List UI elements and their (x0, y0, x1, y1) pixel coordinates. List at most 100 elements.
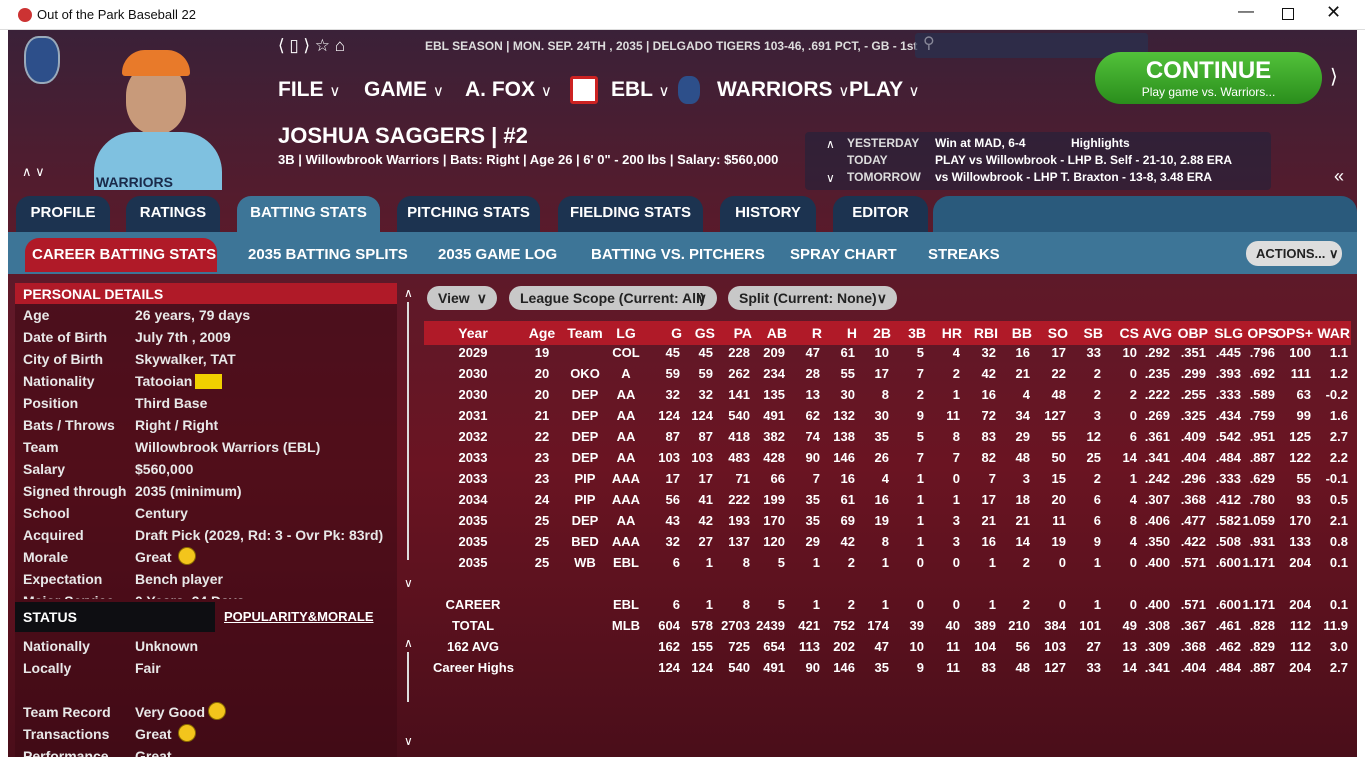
collapse[interactable]: « (1334, 166, 1345, 186)
maximize[interactable] (1282, 8, 1294, 20)
table-cell: 9 (916, 660, 924, 675)
table-cell: 2.2 (1329, 450, 1348, 465)
table-cell: 204 (1289, 660, 1311, 675)
table-cell: 8 (1129, 513, 1137, 528)
table-cell: 428 (763, 450, 785, 465)
table-cell: .508 (1215, 534, 1241, 549)
table-cell: DEP (571, 450, 599, 465)
column-header: GS (694, 325, 715, 341)
table-cell: 49 (1122, 618, 1137, 633)
table-cell: 1 (812, 555, 820, 570)
schedule-link[interactable]: Highlights (1071, 136, 1130, 150)
table-cell: 21 (1015, 366, 1030, 381)
table-cell: .333 (1215, 471, 1241, 486)
subtab[interactable]: 2035 GAME LOG (438, 246, 558, 263)
table-cell: 2033 (458, 471, 488, 486)
detail-value: Bench player (135, 571, 223, 587)
menu-item[interactable]: GAME ∨ (364, 78, 444, 101)
subtab[interactable]: SPRAY CHART (790, 246, 897, 263)
table-cell: 2032 (458, 429, 488, 444)
jersey-text: WARRIORS (96, 174, 173, 190)
table-cell: 35 (874, 429, 889, 444)
status-label: Nationally (23, 638, 90, 654)
player-nav[interactable]: ∧ ∨ (22, 164, 45, 179)
table-cell: 59 (698, 366, 713, 381)
table-cell: 16 (874, 492, 889, 507)
league-logo[interactable] (570, 76, 598, 104)
table-cell: 1 (952, 492, 960, 507)
table-cell: 55 (1051, 429, 1066, 444)
table-cell: 6 (1093, 492, 1101, 507)
table-cell: .951 (1249, 429, 1275, 444)
player-info: 3B | Willowbrook Warriors | Bats: Right … (278, 152, 779, 167)
nav-icons[interactable]: ⟨ ▯ ⟩ ☆ ⌂ (278, 36, 346, 55)
table-cell: DEP (571, 429, 599, 444)
tab[interactable]: FIELDING STATS (558, 196, 703, 232)
table-cell: .341 (1144, 660, 1170, 675)
table-cell: 483 (728, 450, 750, 465)
table-cell: .780 (1249, 492, 1275, 507)
subtab[interactable]: BATTING VS. PITCHERS (591, 246, 765, 263)
season-info: EBL SEASON | MON. SEP. 24TH , 2035 | DEL… (425, 39, 918, 53)
status-value: Great (135, 726, 172, 742)
menu-item[interactable]: PLAY ∨ (849, 78, 920, 101)
scrollbar[interactable]: ∧ ∨ (404, 286, 413, 590)
detail-label: Position (23, 395, 79, 411)
day-arrows[interactable]: ∧ ∨ (826, 137, 835, 185)
popularity-link[interactable]: POPULARITY&MORALE (224, 609, 374, 624)
menu-item[interactable]: EBL ∨ (611, 78, 670, 101)
tab[interactable]: RATINGS (126, 196, 220, 232)
tab-strip (933, 196, 1357, 232)
table-cell: 8 (742, 555, 750, 570)
table-cell: 141 (728, 387, 750, 402)
tab[interactable]: PROFILE (16, 196, 110, 232)
table-cell: 8 (742, 597, 750, 612)
tab[interactable]: PITCHING STATS (397, 196, 540, 232)
tab[interactable]: BATTING STATS (237, 196, 380, 232)
menu-item[interactable]: A. FOX ∨ (465, 78, 552, 101)
table-cell: .571 (1180, 555, 1206, 570)
close[interactable]: ✕ (1326, 2, 1342, 22)
filter-dropdown[interactable]: View ∨ (427, 286, 497, 310)
table-cell: .887 (1249, 660, 1275, 675)
table-cell: 35 (874, 660, 889, 675)
minimize[interactable]: — (1238, 3, 1254, 20)
table-cell: 1 (1093, 597, 1101, 612)
table-cell: 48 (1015, 660, 1030, 675)
detail-label: Signed through (23, 483, 127, 499)
table-cell: 104 (974, 639, 996, 654)
table-cell: 2031 (458, 408, 488, 423)
table-cell: .404 (1180, 450, 1206, 465)
table-cell: 578 (691, 618, 713, 633)
table-cell: 71 (735, 471, 750, 486)
continue-button[interactable]: CONTINUE Play game vs. Warriors... (1095, 52, 1322, 104)
table-cell: 32 (665, 534, 680, 549)
detail-value: $560,000 (135, 461, 194, 477)
menu-item[interactable]: FILE ∨ (278, 78, 341, 101)
table-cell: 7 (988, 471, 996, 486)
subtab[interactable]: STREAKS (928, 246, 1000, 263)
status-value: Great (135, 748, 172, 757)
status-value: Fair (135, 660, 161, 676)
search-box[interactable]: ⚲ (915, 33, 1148, 58)
table-cell: AA (616, 429, 636, 444)
filter-dropdown[interactable]: Split (Current: None) ∨ (728, 286, 897, 310)
table-cell: 2 (1129, 387, 1137, 402)
menu-item[interactable]: WARRIORS ∨ (717, 78, 850, 101)
tab[interactable]: HISTORY (720, 196, 816, 232)
table-cell: AA (616, 408, 636, 423)
transactions-icon (178, 724, 196, 742)
filter-dropdown[interactable]: League Scope (Current: All) ∨ (509, 286, 717, 310)
table-cell: .350 (1144, 534, 1170, 549)
table-cell: 124 (691, 660, 713, 675)
table-cell: 1 (916, 471, 924, 486)
team-icon[interactable] (678, 76, 700, 104)
subtab[interactable]: 2035 BATTING SPLITS (248, 246, 408, 263)
table-cell: 209 (763, 345, 785, 360)
filter-label: League Scope (Current: All) (520, 290, 705, 306)
subtab[interactable]: CAREER BATTING STATS (32, 246, 217, 263)
table-cell: 55 (1296, 471, 1311, 486)
tab[interactable]: EDITOR (833, 196, 928, 232)
actions-button[interactable]: ACTIONS... ∨ (1246, 241, 1342, 266)
table-cell: .759 (1249, 408, 1275, 423)
